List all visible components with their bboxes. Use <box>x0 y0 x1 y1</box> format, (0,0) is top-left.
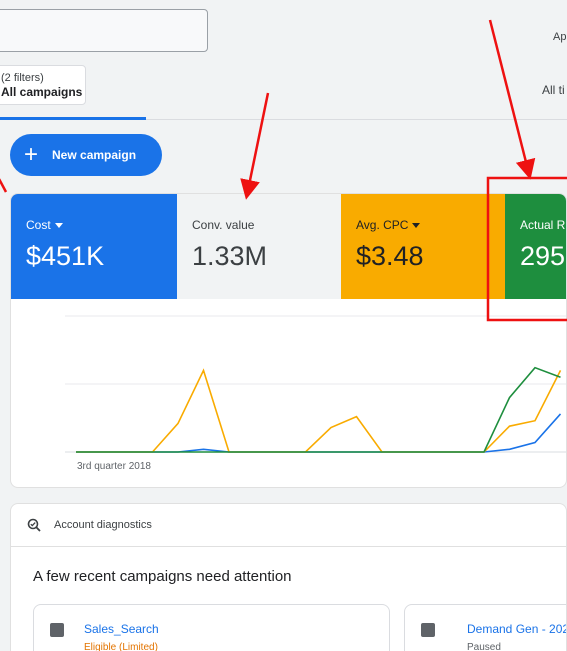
performance-chart <box>65 315 566 453</box>
x-axis-label: 3rd quarter 2018 <box>77 461 151 472</box>
divider <box>146 119 567 120</box>
metric-value-cost: $451K <box>26 241 105 271</box>
campaign-name[interactable]: Demand Gen - 2025 <box>467 622 567 636</box>
plus-icon: + <box>24 141 39 168</box>
active-tab-indicator <box>0 117 146 120</box>
chart-series-line <box>76 366 561 453</box>
metric-label-conv-value: Conv. value <box>192 218 255 232</box>
search-input[interactable] <box>0 9 208 52</box>
new-campaign-button[interactable]: + New campaign <box>10 134 162 176</box>
campaign-card-sales-search[interactable]: Sales_Search Eligible (Limited) <box>33 604 390 651</box>
campaign-card-demand-gen[interactable]: Demand Gen - 2025 Paused <box>404 604 567 651</box>
annotation-arrow <box>488 19 536 180</box>
new-campaign-label: New campaign <box>52 148 137 162</box>
demand-gen-icon <box>421 623 435 637</box>
diagnostics-header-label: Account diagnostics <box>54 519 152 531</box>
metric-tile-avg-cpc[interactable]: Avg. CPC $3.48 <box>341 194 505 299</box>
header-partial-label: App <box>553 31 567 43</box>
metric-value-avg-cpc: $3.48 <box>356 241 424 271</box>
chart-series-line <box>76 413 562 453</box>
campaign-scope: All campaigns <box>1 85 83 99</box>
filter-chip[interactable]: (2 filters) All campaigns <box>0 65 86 105</box>
chart-series-line <box>76 368 562 453</box>
filter-count: (2 filters) <box>1 72 44 84</box>
diagnostics-title: A few recent campaigns need attention <box>33 568 292 585</box>
metric-tile-cost[interactable]: Cost $451K <box>11 194 177 299</box>
campaign-status: Paused <box>467 642 501 651</box>
date-range-selector[interactable]: All ti <box>542 83 565 97</box>
caret-down-icon[interactable] <box>54 223 63 229</box>
metric-tile-conv-value[interactable]: Conv. value 1.33M <box>177 194 341 299</box>
campaign-name[interactable]: Sales_Search <box>84 622 159 636</box>
diagnostics-search-icon <box>27 518 41 532</box>
caret-down-icon[interactable] <box>412 223 421 229</box>
metric-label-avg-cpc: Avg. CPC <box>356 218 409 232</box>
diagnostics-header[interactable]: Account diagnostics <box>11 504 566 547</box>
annotation-arrow <box>0 178 8 193</box>
metric-value-actual: 295 <box>520 241 566 271</box>
metric-label-actual: Actual R <box>520 218 566 232</box>
performance-card: Cost $451K Conv. value 1.33M Avg. CPC $3… <box>10 193 567 488</box>
search-campaign-icon <box>50 623 64 637</box>
account-diagnostics-card: Account diagnostics A few recent campaig… <box>10 503 567 651</box>
metric-value-conv-value: 1.33M <box>192 241 268 271</box>
metric-label-cost: Cost <box>26 218 51 232</box>
metric-tile-actual[interactable]: Actual R 295 <box>505 194 566 299</box>
annotation-arrow <box>240 92 270 200</box>
campaign-status: Eligible (Limited) <box>84 642 158 651</box>
